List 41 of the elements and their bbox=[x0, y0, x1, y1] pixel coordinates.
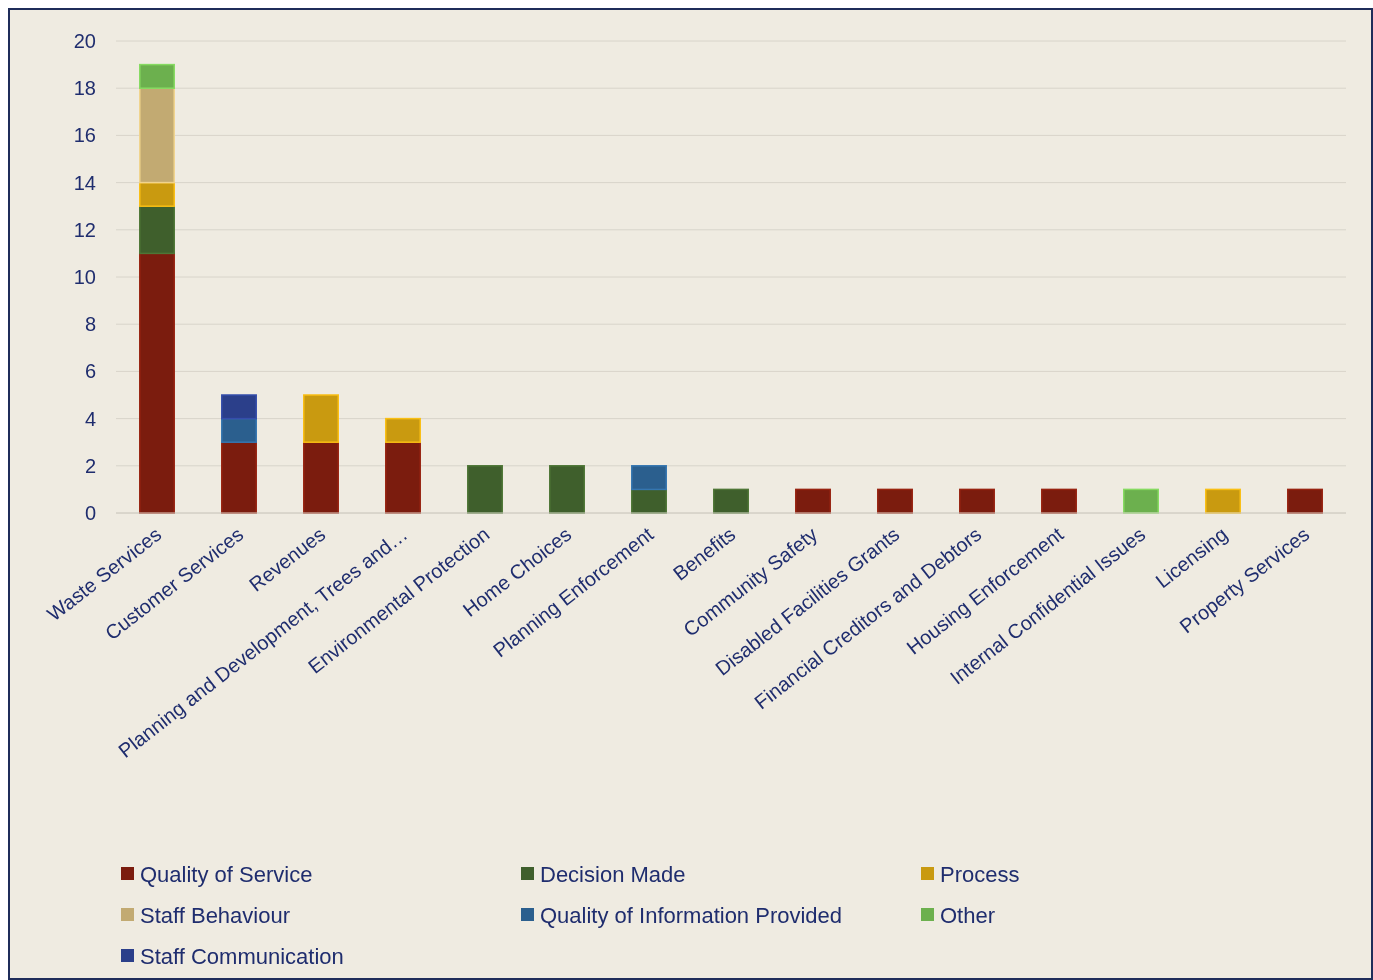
bar bbox=[1041, 488, 1077, 514]
bar bbox=[959, 488, 995, 514]
y-tick-label: 8 bbox=[84, 313, 96, 336]
bar bbox=[1287, 488, 1323, 514]
legend-label: Staff Behaviour bbox=[140, 902, 291, 928]
bar bbox=[1123, 488, 1159, 514]
y-tick-label: 20 bbox=[73, 30, 96, 52]
bar bbox=[877, 488, 913, 514]
y-tick-label: 2 bbox=[84, 454, 96, 477]
bar bbox=[139, 252, 175, 514]
bar bbox=[303, 394, 339, 443]
y-tick-label: 18 bbox=[73, 77, 96, 100]
bar bbox=[385, 417, 421, 443]
legend-label: Process bbox=[940, 861, 1020, 887]
bar bbox=[549, 465, 585, 514]
bar bbox=[221, 394, 257, 420]
bar bbox=[713, 488, 749, 514]
bar bbox=[139, 87, 175, 184]
bar bbox=[795, 488, 831, 514]
bar bbox=[385, 441, 421, 514]
y-tick-label: 4 bbox=[84, 407, 96, 430]
legend-label: Other bbox=[940, 902, 996, 928]
y-tick-label: 12 bbox=[73, 218, 96, 241]
y-tick-label: 0 bbox=[84, 502, 96, 524]
legend-label: Quality of Service bbox=[140, 861, 313, 887]
bar bbox=[221, 441, 257, 514]
bar bbox=[631, 465, 667, 491]
bar bbox=[139, 205, 175, 255]
bar bbox=[1205, 488, 1241, 514]
bar bbox=[139, 181, 175, 207]
bar bbox=[221, 417, 257, 443]
y-tick-label: 6 bbox=[84, 360, 96, 383]
bar bbox=[139, 63, 175, 89]
y-tick-label: 14 bbox=[73, 171, 96, 194]
bar bbox=[467, 465, 503, 514]
y-tick-label: 10 bbox=[73, 266, 96, 288]
bar bbox=[303, 441, 339, 514]
legend-label: Quality of Information Provided bbox=[540, 902, 843, 928]
legend-label: Decision Made bbox=[540, 861, 686, 887]
legend-label: Staff Communication bbox=[140, 943, 344, 969]
y-tick-label: 16 bbox=[73, 124, 96, 147]
